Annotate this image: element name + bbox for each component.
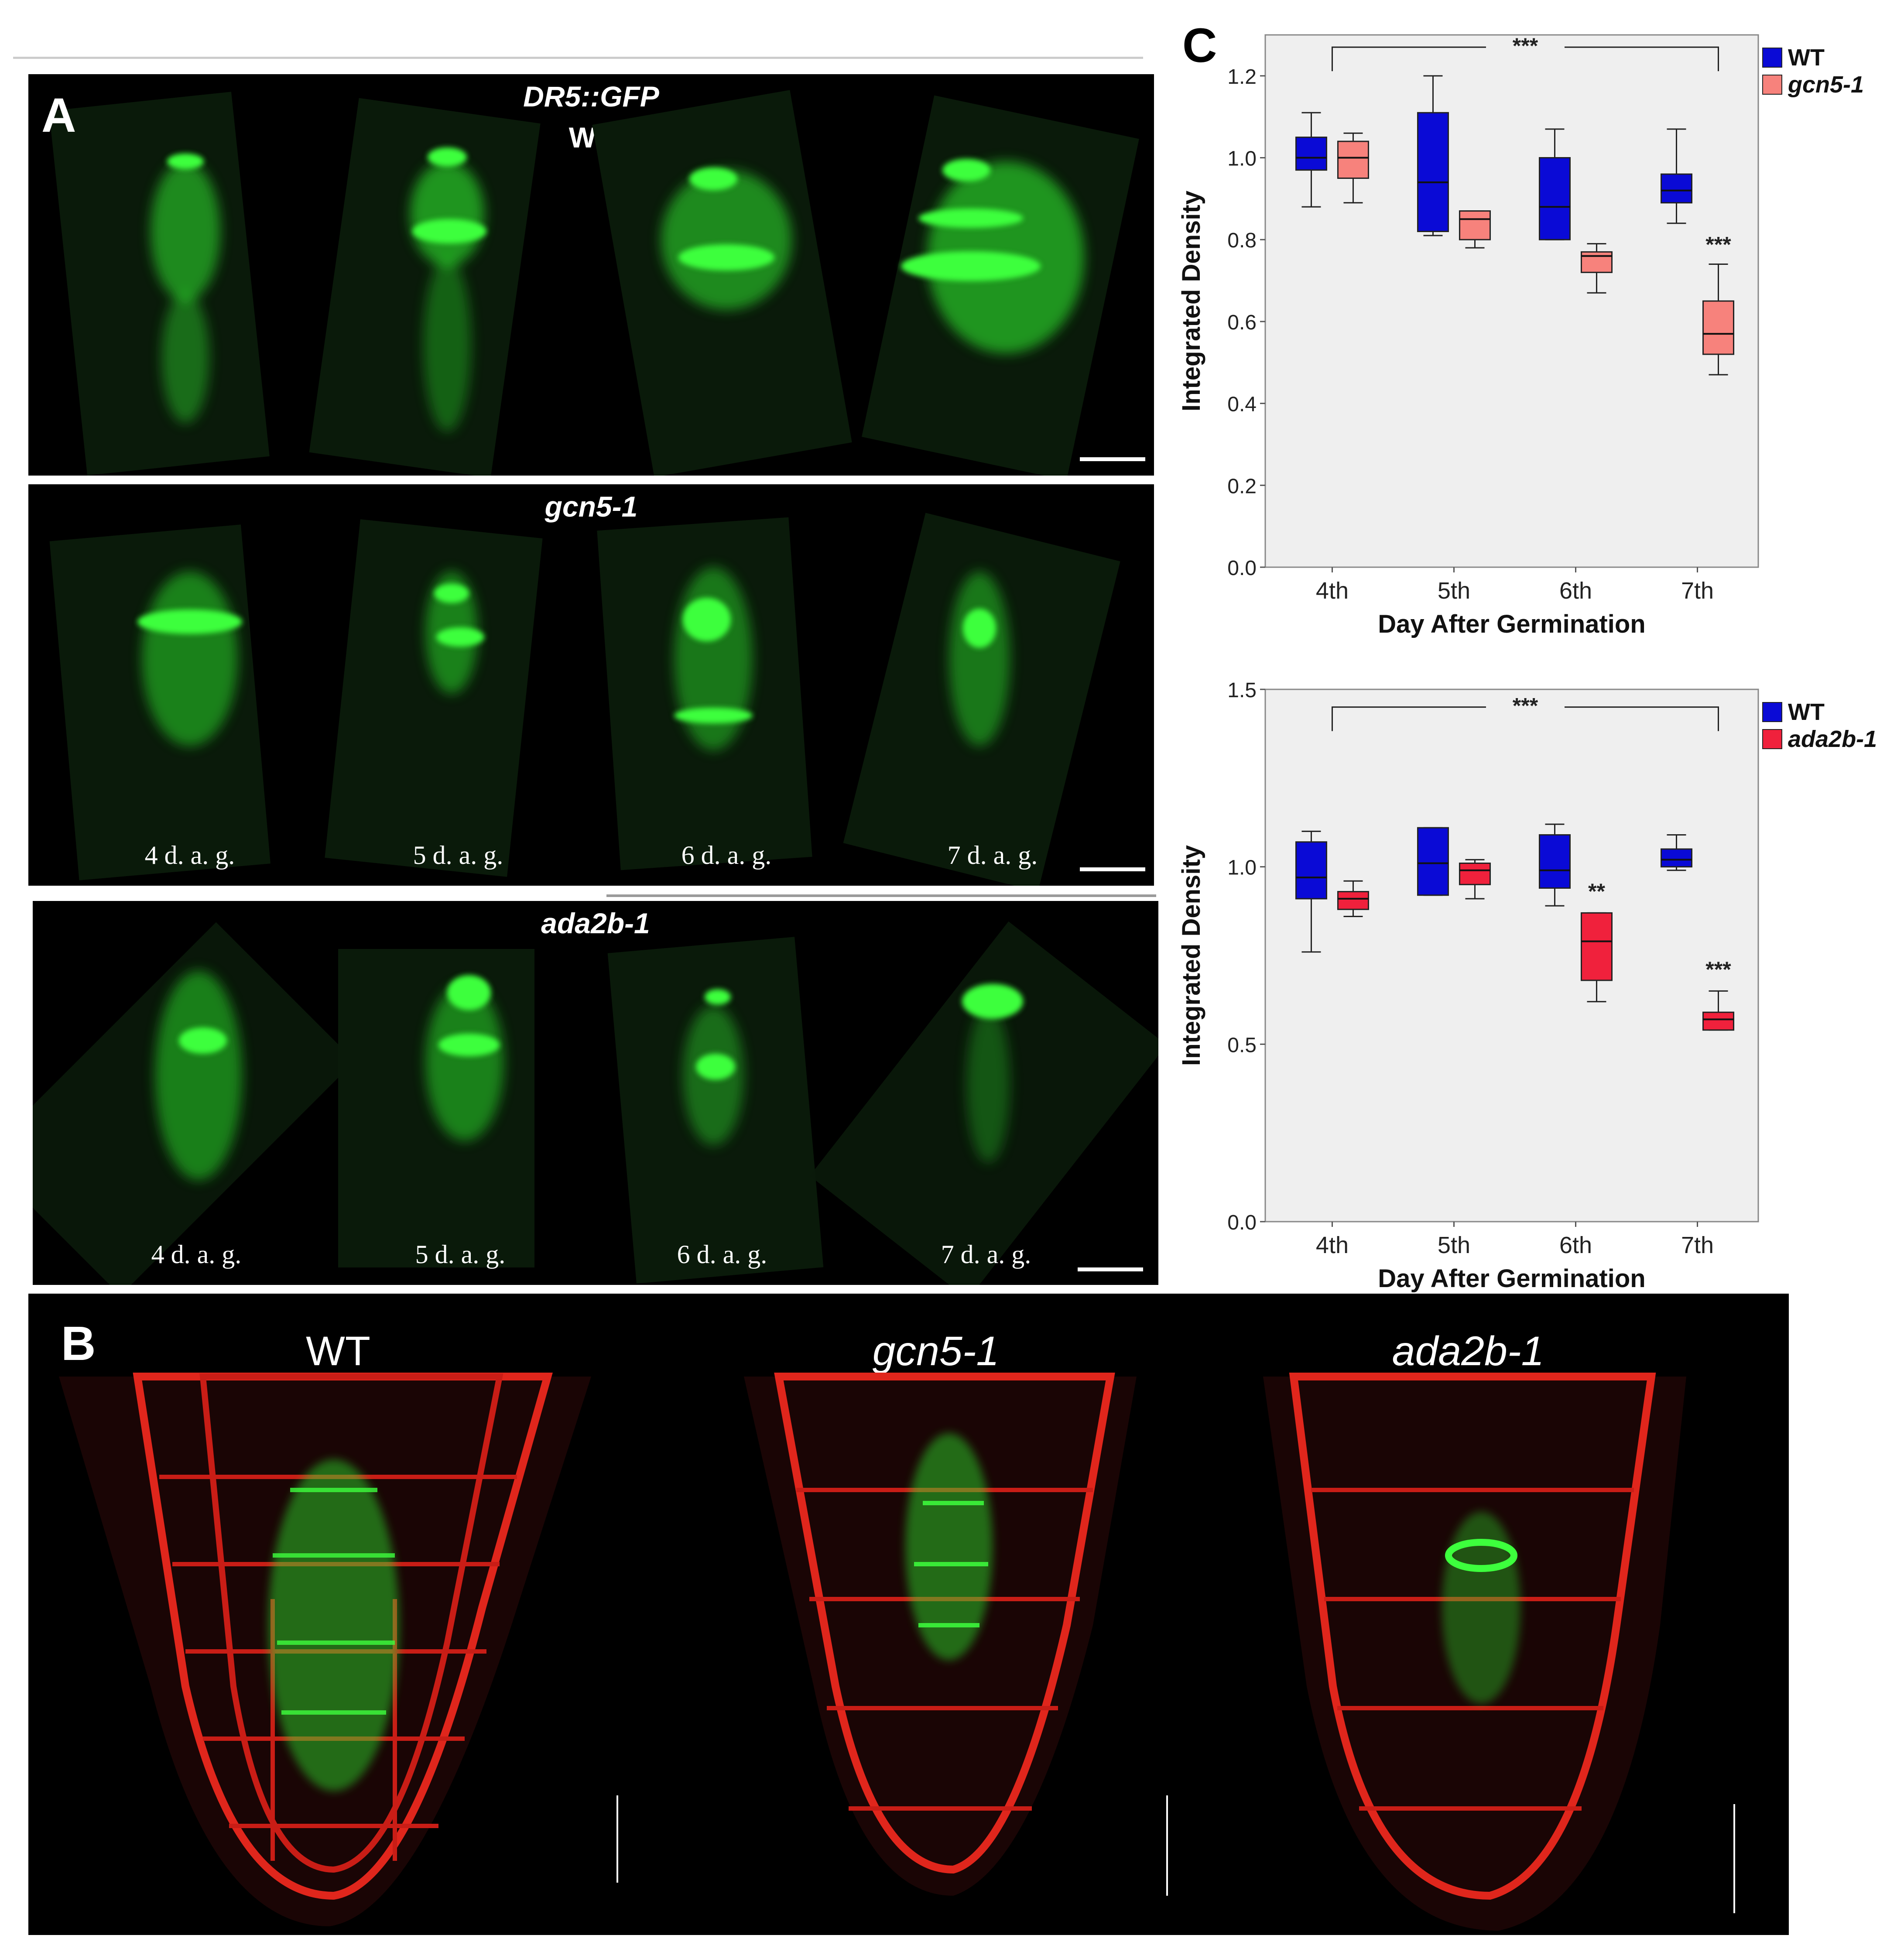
box-WT — [1417, 827, 1449, 896]
legend-entry: ada2b-1 — [1788, 726, 1877, 752]
y-axis-label: Integrated Density — [1177, 845, 1205, 1066]
scale-bars — [616, 1795, 1735, 1913]
panel-a-label: A — [41, 89, 76, 142]
legend-swatch — [1762, 48, 1782, 68]
significance-label: *** — [1513, 34, 1538, 58]
box-WT — [1660, 173, 1692, 204]
day-label: 4 d. a. g. — [144, 841, 235, 870]
y-tick-label: 0.5 — [1227, 1034, 1257, 1057]
legend-entry: WT — [1788, 699, 1825, 725]
y-tick-label: 1.0 — [1227, 147, 1257, 171]
y-tick-label: 0.4 — [1227, 393, 1257, 416]
y-tick-label: 1.5 — [1227, 679, 1257, 702]
panel-b: B WT gcn5-1 ada2b-1 — [28, 1294, 1789, 1935]
plot-area — [1264, 34, 1759, 568]
middle-divider — [606, 894, 1156, 897]
box-WT — [1660, 848, 1692, 868]
box-ada2b-1 — [1459, 863, 1491, 885]
y-tick-label: 0.0 — [1227, 1211, 1257, 1234]
x-tick-label: 6th — [1559, 578, 1592, 604]
row-title-reporter: DR5::GFP — [523, 80, 659, 113]
x-tick-label: 7th — [1681, 578, 1714, 604]
box-gcn5-1 — [1459, 210, 1491, 240]
x-tick-label: 4th — [1316, 1232, 1349, 1258]
box-ada2b-1 — [1702, 1011, 1734, 1031]
image-tile — [325, 519, 543, 877]
gcn5-gfp-images — [49, 513, 1120, 886]
ada2b-root-image — [1263, 1373, 1686, 1931]
x-tick-label: 5th — [1438, 1232, 1470, 1258]
legend-swatch — [1762, 75, 1782, 95]
chart-bottom: 0.0 0.5 1.0 1.5 4th 5th 6th 7th Day After Germin… — [1177, 679, 1877, 1293]
legend-swatch — [1762, 729, 1782, 749]
significance-bracket — [1331, 46, 1719, 72]
gcn5-title: gcn5-1 — [872, 1328, 1000, 1374]
significance-label: *** — [1705, 957, 1731, 982]
panel-b-label: B — [61, 1317, 96, 1370]
wt-gfp-images — [49, 90, 1139, 476]
panel-c-label: C — [1182, 19, 1217, 72]
y-tick-label: 0.0 — [1227, 557, 1257, 580]
plot-area — [1264, 688, 1759, 1223]
panel-a-wt-row: DR5::GFP WT — [28, 74, 1154, 476]
box-ada2b-1 — [1580, 912, 1613, 981]
row-title-genotype: gcn5-1 — [544, 490, 638, 523]
box-gcn5-1 — [1702, 300, 1734, 355]
box-gcn5-1 — [1580, 251, 1613, 273]
day-label: 7 d. a. g. — [941, 1240, 1031, 1269]
panel-a-ada2b-row: ada2b-1 4 d. a. g. 5 d. a. g. 6 d. a. g.… — [33, 901, 1158, 1285]
x-tick-label: 6th — [1559, 1232, 1592, 1258]
legend-swatch — [1762, 702, 1782, 722]
panel-a-gcn5-row: gcn5-1 4 d. a. g. 5 d. a. g. 6 d. a. g. … — [28, 484, 1154, 886]
y-axis-label: Integrated Density — [1177, 191, 1205, 411]
box-WT — [1417, 112, 1449, 232]
wt-root-image — [59, 1373, 591, 1926]
x-tick-label: 5th — [1438, 578, 1470, 604]
scale-bar — [1078, 1267, 1143, 1271]
top-divider — [13, 57, 1143, 59]
significance-label: *** — [1513, 694, 1538, 718]
legend-entry: gcn5-1 — [1788, 72, 1864, 98]
y-tick-label: 1.2 — [1227, 65, 1257, 89]
gcn5-root-image — [744, 1373, 1137, 1896]
day-label: 6 d. a. g. — [681, 841, 772, 870]
x-axis-label: Day After Germination — [1378, 610, 1645, 638]
day-label: 7 d. a. g. — [947, 841, 1038, 870]
row-title-genotype: ada2b-1 — [541, 907, 650, 939]
ada2b-gfp-images — [33, 921, 1158, 1285]
y-tick-label: 0.2 — [1227, 475, 1257, 498]
significance-bracket — [1331, 706, 1719, 731]
x-tick-label: 7th — [1681, 1232, 1714, 1258]
y-tick-label: 0.6 — [1227, 311, 1257, 334]
image-tile — [49, 92, 270, 476]
y-tick-label: 1.0 — [1227, 856, 1257, 880]
scale-bar — [1080, 457, 1145, 461]
significance-label: ** — [1588, 879, 1605, 904]
box-WT — [1295, 841, 1327, 900]
y-tick-label: 0.8 — [1227, 229, 1257, 252]
root-tip-images — [59, 1373, 1735, 1931]
image-tile — [309, 98, 541, 476]
box-gcn5-1 — [1337, 140, 1369, 179]
box-WT — [1538, 834, 1571, 889]
box-WT — [1295, 137, 1327, 171]
day-label: 5 d. a. g. — [415, 1240, 506, 1269]
significance-label: *** — [1705, 232, 1731, 257]
legend-entry: WT — [1788, 45, 1825, 71]
day-label: 4 d. a. g. — [151, 1240, 242, 1269]
day-label: 6 d. a. g. — [677, 1240, 767, 1269]
wt-title: WT — [306, 1328, 370, 1374]
x-tick-label: 4th — [1316, 578, 1349, 604]
x-axis-label: Day After Germination — [1378, 1264, 1645, 1293]
box-ada2b-1 — [1337, 891, 1369, 910]
ada2b-title: ada2b-1 — [1392, 1328, 1544, 1374]
chart-top: 0.0 0.2 0.4 0.6 0.8 1.0 1.2 4th 5th 6th 7th Day Aft… — [1177, 34, 1864, 638]
scale-bar — [1080, 867, 1145, 871]
day-label: 5 d. a. g. — [413, 841, 503, 870]
box-WT — [1538, 157, 1571, 240]
